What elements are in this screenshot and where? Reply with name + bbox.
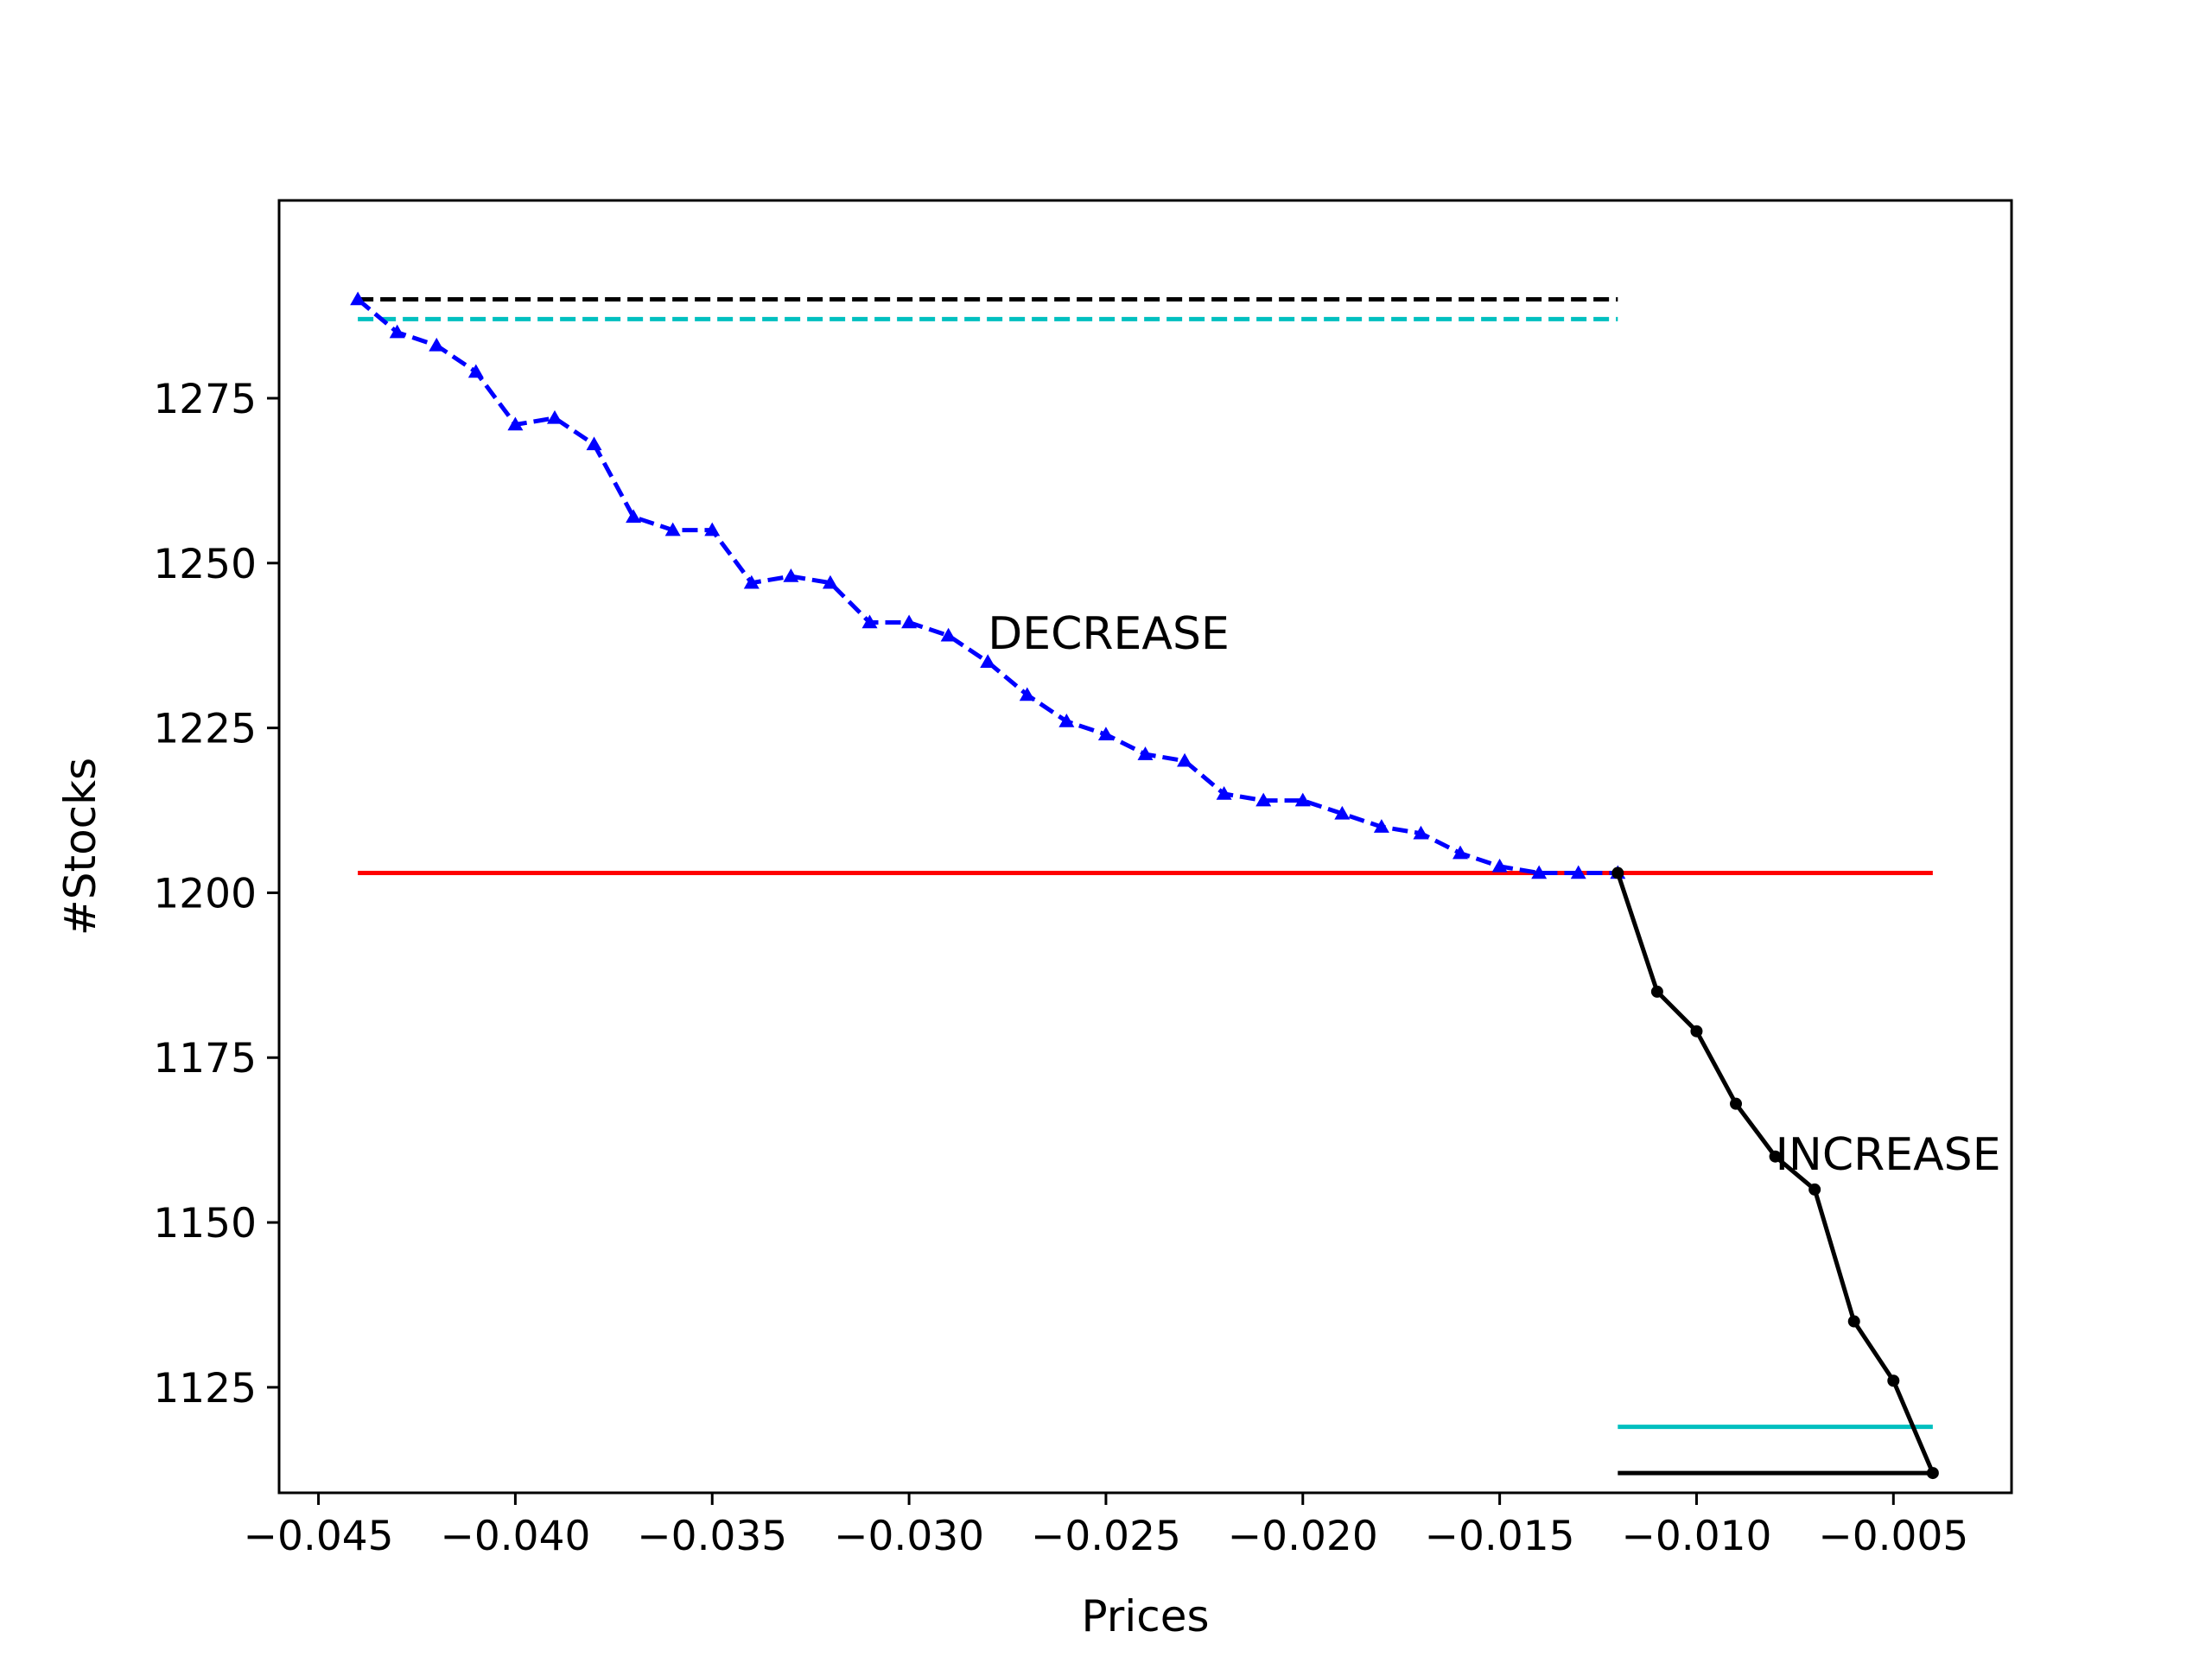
series-0-point (1413, 825, 1429, 840)
y-tick-label: 1125 (153, 1365, 257, 1412)
series-0-point (586, 436, 602, 451)
series-0-point (1570, 865, 1586, 879)
series-0-point (1177, 752, 1193, 767)
x-tick-label: −0.015 (1425, 1513, 1575, 1560)
series-1-point (1769, 1150, 1782, 1163)
y-tick-label: 1200 (153, 870, 257, 917)
series-0-point (901, 614, 918, 629)
series-0-point (664, 522, 681, 536)
y-axis-label: #Stocks (55, 758, 105, 936)
series-0-point (626, 509, 642, 524)
series-1-point (1887, 1374, 1900, 1387)
series-1-point (1611, 866, 1624, 879)
series-0-point (507, 416, 524, 431)
x-tick-label: −0.010 (1621, 1513, 1771, 1560)
series-0-point (1058, 713, 1075, 727)
y-tick-label: 1275 (153, 376, 257, 423)
plot-frame (277, 199, 2013, 1495)
series-0-point (822, 574, 838, 589)
series-1-point (1808, 1183, 1821, 1196)
annotation-label: INCREASE (1776, 1129, 2001, 1181)
reference-lines (358, 296, 1933, 1476)
series-0-point (467, 364, 484, 378)
series-0-point (861, 614, 878, 629)
series-0-point (429, 337, 445, 352)
series-0-point (546, 409, 563, 424)
series-0-point (1019, 687, 1035, 701)
x-tick-label: −0.030 (834, 1513, 984, 1560)
x-tick-label: −0.005 (1818, 1513, 1968, 1560)
y-tick-label: 1175 (153, 1035, 257, 1082)
series-1-point (1730, 1097, 1743, 1110)
series-1-point (1847, 1315, 1860, 1328)
series-0-point (783, 568, 799, 582)
series-0-point (980, 654, 996, 669)
x-tick-label: −0.040 (440, 1513, 590, 1560)
series-0-point (940, 627, 957, 642)
annotations: DECREASE INCREASE (988, 608, 2000, 1181)
x-tick-label: −0.025 (1031, 1513, 1181, 1560)
y-tick-label: 1250 (153, 541, 257, 588)
series-0-point (1137, 746, 1154, 760)
series-layer (350, 291, 1939, 1480)
series-0-point (1255, 792, 1272, 807)
series-0-point (1216, 785, 1232, 800)
series-1-point (1690, 1025, 1703, 1038)
series-0-point (389, 324, 405, 339)
axes: −0.045 −0.040 −0.035 −0.030 −0.025 −0.020 −0.0… (55, 199, 2013, 1641)
series-0-point (1097, 727, 1114, 740)
x-tick-label: −0.035 (637, 1513, 787, 1560)
x-axis-label: Prices (1081, 1591, 1209, 1641)
series-0-point (1491, 858, 1508, 873)
series-0-point (1334, 805, 1351, 820)
y-tick-label: 1150 (153, 1200, 257, 1247)
series-0-point (350, 291, 366, 306)
series-0-point (1373, 819, 1389, 833)
series-1-point (1926, 1467, 1939, 1480)
series-0-line (356, 297, 1618, 875)
series-0-point (1294, 792, 1311, 807)
x-tick-label: −0.045 (244, 1513, 394, 1560)
y-tick-label: 1225 (153, 706, 257, 753)
series-0-point (1531, 865, 1548, 879)
series-0-point (743, 574, 760, 589)
series-0-point (704, 522, 721, 536)
x-tick-label: −0.020 (1228, 1513, 1378, 1560)
annotation-label: DECREASE (988, 608, 1230, 660)
series-0-point (1452, 845, 1469, 860)
series-1-point (1650, 985, 1663, 998)
